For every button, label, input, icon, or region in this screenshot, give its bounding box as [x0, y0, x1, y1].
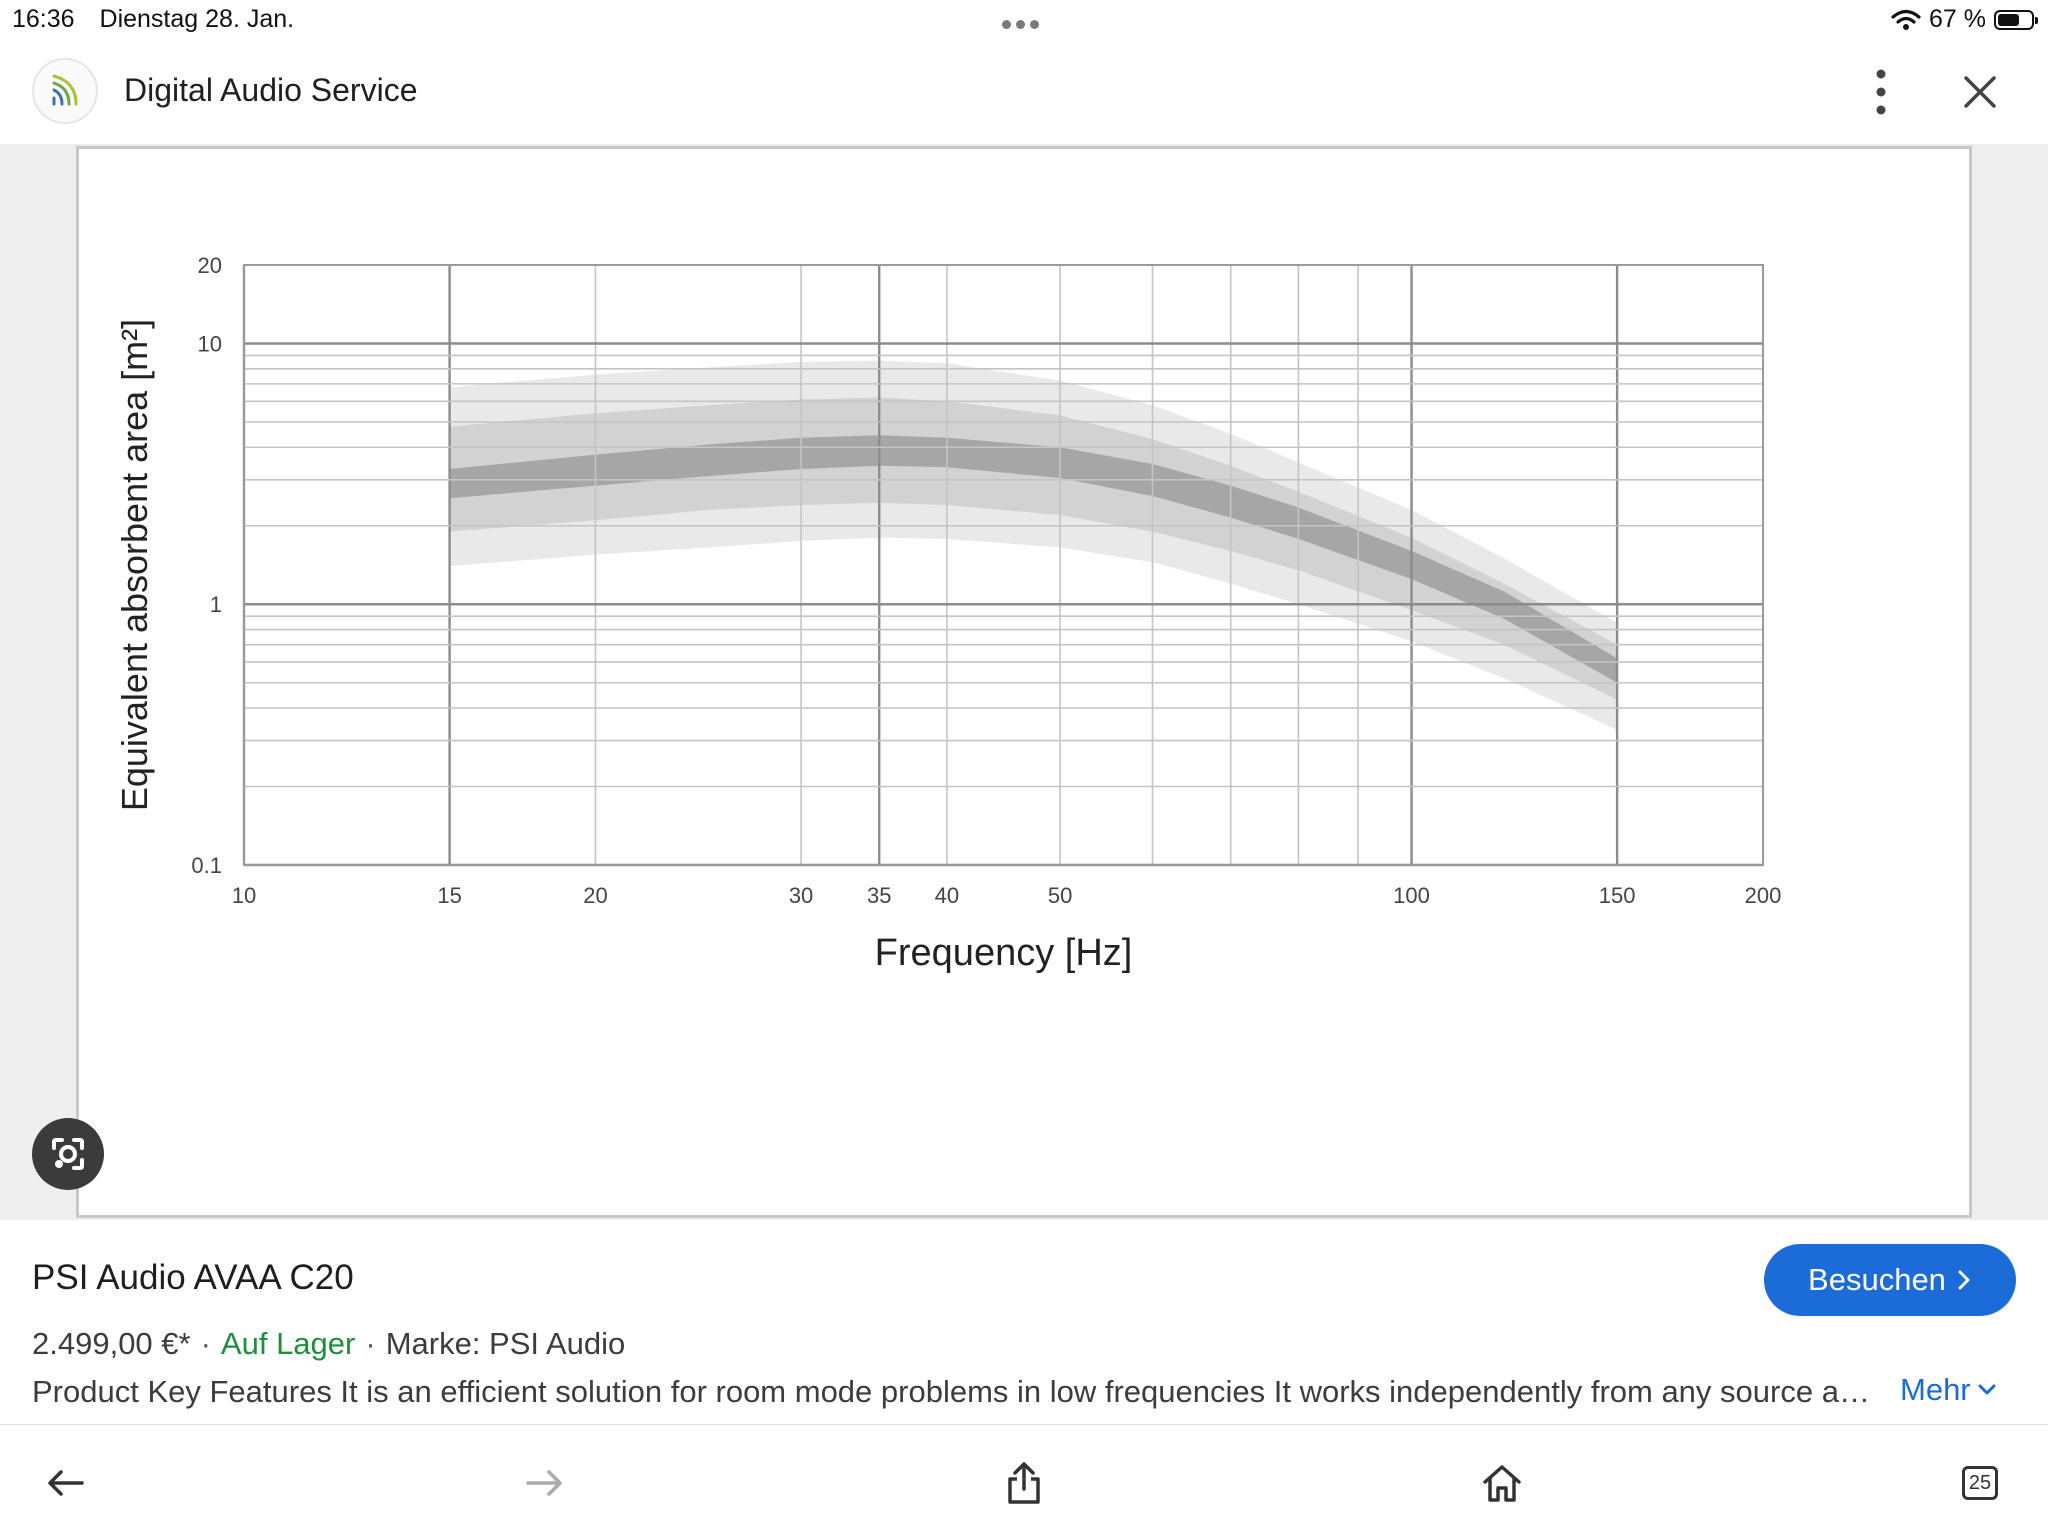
more-link-label: Mehr	[1900, 1372, 1971, 1407]
x-tick-label: 30	[789, 883, 813, 908]
plot-frame	[243, 264, 1764, 866]
product-meta: 2.499,00 €* · Auf Lager · Marke: PSI Audio	[32, 1326, 625, 1362]
chart-image: 10 15 20 30 35 40 50 100 150 200 0.1 1 10 20 Frequency…	[76, 146, 1972, 1218]
status-time: 16:36	[12, 5, 75, 33]
product-brand: Marke: PSI Audio	[385, 1326, 626, 1361]
product-description: Product Key Features It is an efficient …	[32, 1374, 1884, 1409]
battery-percent: 67 %	[1929, 5, 1986, 33]
lens-search-icon	[52, 1138, 84, 1170]
absorption-band-3	[449, 435, 1618, 683]
y-tick-label: 1	[210, 592, 222, 617]
status-date: Dienstag 28. Jan.	[99, 5, 295, 33]
x-tick-label: 15	[437, 883, 461, 908]
close-button[interactable]	[1950, 62, 2010, 122]
home-button[interactable]	[1472, 1453, 1532, 1513]
bottom-toolbar: 25	[0, 1424, 2048, 1537]
visit-button[interactable]: Besuchen	[1764, 1244, 2016, 1316]
product-title[interactable]: PSI Audio AVAA C20	[32, 1258, 354, 1297]
absorption-chart: 10 15 20 30 35 40 50 100 150 200 0.1 1 10 20 Frequency…	[114, 253, 1782, 974]
stock-status: Auf Lager	[220, 1326, 356, 1361]
y-tick-label: 20	[198, 253, 222, 278]
more-options-button[interactable]	[1858, 62, 1904, 122]
page-header: Digital Audio Service	[0, 40, 2048, 144]
chevron-down-icon	[1978, 1384, 1996, 1395]
battery-icon	[1994, 9, 2038, 30]
tabs-button[interactable]: 25	[1950, 1453, 2010, 1513]
home-icon	[1483, 1465, 1521, 1502]
image-viewer[interactable]: 10 15 20 30 35 40 50 100 150 200 0.1 1 10 20 Frequency…	[0, 144, 2048, 1220]
wifi-icon	[1891, 9, 1921, 30]
more-vertical-icon	[1876, 69, 1886, 115]
tabs-icon: 25	[1962, 1466, 1998, 1500]
x-tick-label: 100	[1393, 883, 1430, 908]
status-bar: 16:36 Dienstag 28. Jan. 67 %	[0, 0, 2048, 40]
meta-separator: ·	[200, 1326, 211, 1361]
share-icon	[1008, 1462, 1040, 1504]
status-indicators: 67 %	[1891, 5, 2038, 34]
site-logo-icon	[32, 58, 98, 124]
x-tick-label: 10	[232, 883, 256, 908]
visit-button-label: Besuchen	[1808, 1262, 1946, 1297]
x-tick-label: 20	[583, 883, 607, 908]
battery-fill	[1998, 13, 2020, 26]
y-tick-label: 10	[198, 331, 222, 356]
share-button[interactable]	[994, 1453, 1054, 1513]
x-axis-label: Frequency [Hz]	[875, 932, 1133, 974]
forward-arrow-icon	[526, 1470, 562, 1496]
x-tick-label: 40	[935, 883, 959, 908]
x-tick-label: 35	[867, 883, 891, 908]
forward-button[interactable]	[514, 1453, 574, 1513]
x-tick-label: 200	[1745, 883, 1782, 908]
y-tick-label: 0.1	[191, 853, 222, 878]
y-axis-label: Equivalent absorbent area [m²]	[114, 319, 155, 811]
product-price: 2.499,00 €*	[32, 1326, 191, 1361]
x-tick-label: 50	[1048, 883, 1072, 908]
meta-separator: ·	[365, 1326, 376, 1361]
status-time-date: 16:36 Dienstag 28. Jan.	[12, 5, 312, 34]
back-arrow-icon	[48, 1470, 84, 1496]
close-icon	[1964, 76, 1996, 108]
back-button[interactable]	[36, 1453, 96, 1513]
multitasking-dots-icon[interactable]	[1002, 16, 1046, 29]
chevron-right-icon	[1958, 1270, 1970, 1290]
site-title: Digital Audio Service	[124, 72, 418, 108]
x-tick-label: 150	[1599, 883, 1636, 908]
more-link[interactable]: Mehr	[1900, 1372, 1997, 1408]
lens-search-button[interactable]	[32, 1118, 104, 1190]
